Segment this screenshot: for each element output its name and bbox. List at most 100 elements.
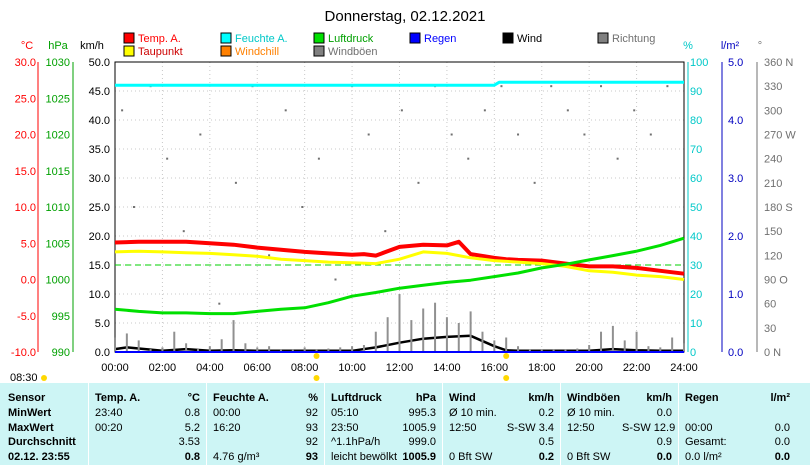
legend-swatch: [409, 32, 421, 44]
tick-direction: 30: [764, 323, 776, 335]
stat-avg-rain-val: 0.0: [774, 436, 790, 448]
stat-min-pres-val: 995.3: [408, 407, 436, 419]
series-line-feuchte-a-: [115, 80, 684, 87]
chart-legend: Temp. A. Feuchte A. Luftdruck Regen Wind Rich…: [123, 32, 655, 58]
stat-min-gust-val: 0.0: [656, 407, 672, 419]
stat-min-wind-val: 0.2: [538, 407, 554, 419]
tick-direction: 360 N: [764, 57, 793, 69]
direction-point: [218, 302, 221, 305]
legend-label: Temp. A.: [138, 33, 181, 45]
legend-swatch: [313, 32, 325, 44]
direction-point: [132, 206, 135, 208]
stat-min-hum-time: 00:00: [213, 407, 241, 419]
direction-point: [234, 181, 237, 184]
header-gust: Windböen: [567, 392, 621, 404]
tick-wind: 5.0: [95, 318, 110, 330]
stat-max-temp-time: 00:20: [95, 421, 123, 434]
legend-label: Feuchte A.: [235, 33, 288, 45]
legend-swatch: [502, 32, 514, 44]
tick-pressure: 990: [52, 347, 70, 359]
sun-marker: [503, 353, 510, 359]
stat-avg-temp-val: 3.53: [178, 436, 200, 448]
direction-point: [517, 133, 520, 136]
plot-area: [114, 80, 685, 353]
tick-temp: 10.0: [15, 202, 36, 214]
tick-humidity: 0: [690, 347, 696, 359]
tick-rain: 4.0: [728, 115, 743, 127]
tick-direction: 180 S: [764, 202, 793, 214]
stat-max-wind-time: 12:50: [449, 421, 477, 434]
tick-humidity: 20: [690, 289, 702, 301]
tick-pressure: 1015: [46, 166, 70, 178]
tick-pressure: 995: [52, 311, 70, 323]
direction-point: [334, 278, 337, 281]
x-tick-label: 20:00: [575, 362, 603, 374]
stat-max-wind-dir: S-SW 3.4: [506, 421, 554, 434]
axis-unit-temp: °C: [21, 40, 33, 52]
tick-humidity: 40: [690, 231, 702, 243]
tick-direction: 0 N: [764, 347, 781, 359]
stat-min-temp-time: 23:40: [95, 407, 123, 419]
tick-wind: 50.0: [89, 57, 110, 69]
tick-direction: 300: [764, 105, 782, 117]
stat-avg-rain-time: Gesamt:: [685, 436, 727, 448]
stat-max-rain-time: 00:00: [685, 421, 713, 434]
axis-unit-rain: l/m²: [721, 40, 740, 52]
legend-label: Windböen: [328, 46, 378, 58]
time-markers: 08:30: [10, 353, 510, 383]
marker-dot: [41, 375, 47, 381]
tick-direction: 60: [764, 299, 776, 311]
tick-pressure: 1005: [46, 238, 70, 250]
tick-wind: 40.0: [89, 115, 110, 127]
legend-label: Taupunkt: [138, 46, 183, 58]
header-hum-unit: %: [308, 392, 318, 404]
stat-min-temp-val: 0.8: [184, 407, 200, 419]
direction-point: [600, 85, 603, 88]
tick-wind: 0.0: [95, 347, 110, 359]
tick-temp: 25.0: [15, 93, 36, 105]
header-temp-unit: °C: [187, 392, 200, 404]
stat-cur-rain-val: 0.0: [774, 450, 790, 463]
header-pres: Luftdruck: [331, 392, 382, 404]
direction-point: [367, 133, 370, 136]
tick-pressure: 1010: [46, 202, 70, 214]
tick-rain: 2.0: [728, 231, 743, 243]
direction-point: [317, 157, 320, 160]
series-line-temp-a-: [114, 239, 685, 276]
tick-direction: 330: [764, 81, 782, 93]
header-gust-unit: km/h: [646, 392, 672, 404]
tick-pressure: 1030: [46, 57, 70, 69]
direction-point: [649, 133, 652, 136]
x-tick-label: 18:00: [528, 362, 556, 374]
tick-humidity: 80: [690, 115, 702, 127]
stat-cur-label: 02.12. 23:55: [8, 450, 70, 463]
tick-wind: 15.0: [89, 260, 110, 272]
direction-point: [616, 157, 619, 160]
x-tick-label: 22:00: [623, 362, 651, 374]
direction-point: [450, 133, 453, 136]
x-tick-label: 14:00: [433, 362, 461, 374]
tick-humidity: 50: [690, 202, 702, 214]
direction-point: [384, 230, 387, 233]
stat-max-temp-val: 5.2: [184, 421, 200, 434]
x-tick-label: 10:00: [338, 362, 366, 374]
x-tick-label: 12:00: [386, 362, 414, 374]
legend-label: Regen: [424, 33, 456, 45]
stat-cur-gust-val: 0.0: [656, 450, 672, 463]
axis-unit-wind: km/h: [80, 40, 104, 52]
tick-pressure: 1000: [46, 275, 70, 287]
axis-unit-pressure: hPa: [48, 40, 68, 52]
stat-cur-hum-time: 4.76 g/m³: [213, 450, 260, 463]
tick-wind: 20.0: [89, 231, 110, 243]
direction-point: [666, 85, 669, 88]
tick-temp: 30.0: [15, 57, 36, 69]
header-hum: Feuchte A.: [213, 392, 269, 404]
tick-direction: 120: [764, 250, 782, 262]
x-tick-label: 24:00: [670, 362, 698, 374]
header-rain-unit: l/m²: [770, 392, 790, 404]
stat-max-pres-val: 1005.9: [402, 421, 436, 434]
x-tick-label: 00:00: [101, 362, 129, 374]
direction-point: [566, 109, 569, 112]
header-sensor: Sensor: [8, 392, 46, 404]
tick-humidity: 30: [690, 260, 702, 272]
